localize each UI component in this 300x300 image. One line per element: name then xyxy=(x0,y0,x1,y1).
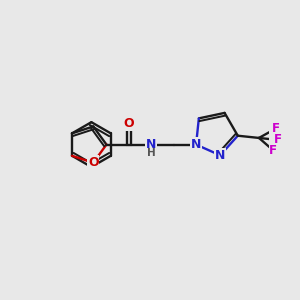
Text: H: H xyxy=(147,148,156,158)
Text: O: O xyxy=(88,156,99,169)
Text: N: N xyxy=(215,149,225,162)
Text: F: F xyxy=(274,134,282,146)
Text: F: F xyxy=(269,144,277,157)
Text: O: O xyxy=(124,117,134,130)
Text: F: F xyxy=(272,122,280,135)
Text: N: N xyxy=(191,138,201,151)
Text: N: N xyxy=(146,138,157,151)
